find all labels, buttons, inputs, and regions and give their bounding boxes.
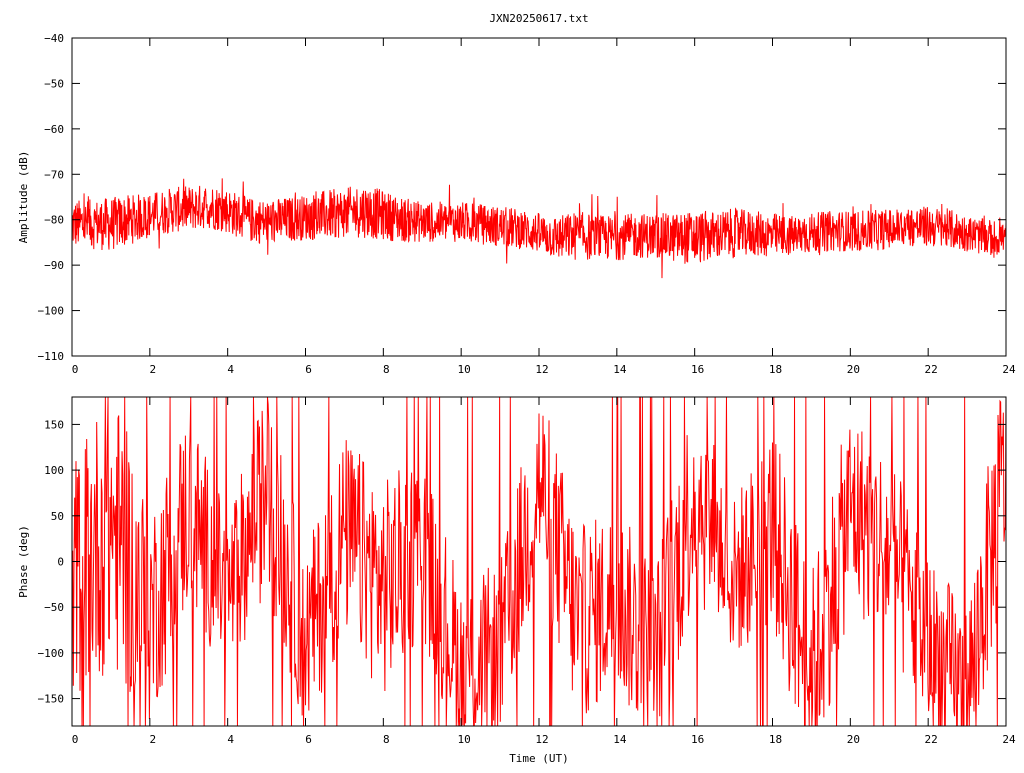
x-axis-label: Time (UT) [509,752,569,765]
amplitude-plot: 0 2 4 6 8 10 12 14 16 18 20 22 24−110−100−90−80−70−6… [17,12,1016,376]
y-tick-label: 50 [51,510,64,523]
x-tick-label: 12 [535,363,548,376]
x-tick-label: 10 [458,363,471,376]
y-tick-label: 0 [57,556,64,569]
x-tick-label: 20 [847,733,860,746]
y-axis-label: Phase (deg) [17,525,30,598]
x-tick-label: 24 [1002,733,1016,746]
x-tick-label: 6 [305,733,312,746]
x-tick-label: 2 [150,363,157,376]
y-tick-label: −40 [44,32,64,45]
y-tick-label: −50 [44,601,64,614]
x-tick-label: 0 [72,733,79,746]
y-tick-label: 100 [44,464,64,477]
x-tick-label: 8 [383,733,390,746]
x-tick-label: 4 [227,363,234,376]
x-tick-label: 14 [613,363,627,376]
x-tick-label: 22 [925,363,938,376]
x-tick-label: 18 [769,363,782,376]
x-tick-label: 16 [691,363,704,376]
y-axis-label: Amplitude (dB) [17,151,30,244]
y-tick-label: −50 [44,77,64,90]
x-tick-label: 4 [227,733,234,746]
x-tick-label: 24 [1002,363,1016,376]
x-tick-label: 10 [458,733,471,746]
y-tick-label: −80 [44,214,64,227]
x-tick-label: 2 [150,733,157,746]
x-tick-label: 6 [305,363,312,376]
series-line [72,397,1006,726]
x-tick-label: 22 [925,733,938,746]
chart-title: JXN20250617.txt [489,12,588,25]
series-line [72,178,1006,279]
x-tick-label: 0 [72,363,79,376]
x-tick-label: 16 [691,733,704,746]
y-tick-label: −100 [38,305,65,318]
x-tick-label: 14 [613,733,627,746]
y-tick-label: −100 [38,647,65,660]
y-tick-label: 150 [44,418,64,431]
y-tick-label: −110 [38,350,65,363]
x-tick-label: 8 [383,363,390,376]
y-tick-label: −90 [44,259,64,272]
x-tick-label: 12 [535,733,548,746]
y-tick-label: −60 [44,123,64,136]
y-tick-label: −150 [38,693,65,706]
x-tick-label: 20 [847,363,860,376]
x-tick-label: 18 [769,733,782,746]
y-tick-label: −70 [44,168,64,181]
phase-plot: 0 2 4 6 8 10 12 14 16 18 20 22 24−150−100−5005010015… [17,396,1016,765]
